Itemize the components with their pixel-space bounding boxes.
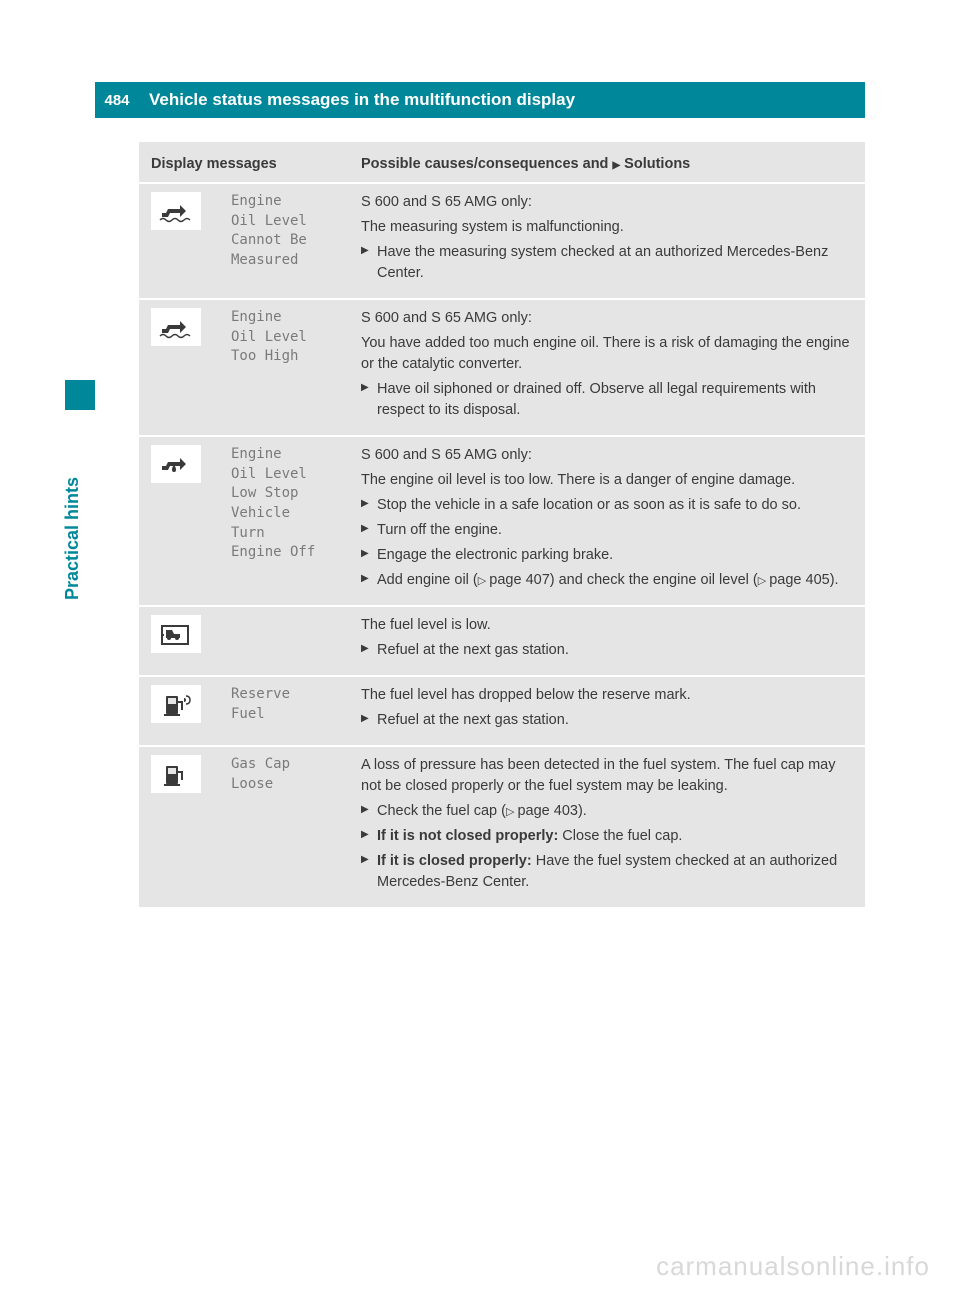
solution-paragraph: S 600 and S 65 AMG only: bbox=[361, 308, 853, 329]
fuel-car-icon bbox=[151, 615, 201, 653]
solution-cell: S 600 and S 65 AMG only: The measuring sy… bbox=[361, 192, 853, 288]
display-message-text: EngineOil LevelToo High bbox=[231, 308, 351, 367]
solution-list: Refuel at the next gas station. bbox=[361, 640, 853, 661]
messages-table: Display messages Possible causes/consequ… bbox=[139, 142, 865, 907]
solution-item: Have oil siphoned or drained off. Observ… bbox=[361, 379, 853, 421]
solution-paragraph: The measuring system is malfunctioning. bbox=[361, 217, 853, 238]
solution-cell: The fuel level is low. Refuel at the next… bbox=[361, 615, 853, 665]
solution-list: Stop the vehicle in a safe location or a… bbox=[361, 495, 853, 591]
icon-cell bbox=[151, 755, 231, 897]
message-cell: EngineOil LevelCannot BeMeasured bbox=[231, 192, 361, 288]
message-cell: Gas CapLoose bbox=[231, 755, 361, 897]
solution-paragraph: S 600 and S 65 AMG only: bbox=[361, 192, 853, 213]
solution-paragraph: You have added too much engine oil. Ther… bbox=[361, 333, 853, 375]
oil-wavy-icon bbox=[151, 192, 201, 230]
fuel-pump-icon bbox=[151, 755, 201, 793]
header-solutions: Possible causes/consequences and ▶ Solut… bbox=[361, 156, 853, 172]
table-row: EngineOil LevelToo HighS 600 and S 65 AM… bbox=[139, 298, 865, 435]
solution-item: Turn off the engine. bbox=[361, 520, 853, 541]
header-display-messages: Display messages bbox=[151, 156, 361, 172]
solution-item: If it is closed properly: Have the fuel … bbox=[361, 851, 853, 893]
solution-cell: S 600 and S 65 AMG only: You have added t… bbox=[361, 308, 853, 425]
solution-item: Refuel at the next gas station. bbox=[361, 640, 853, 661]
icon-cell bbox=[151, 685, 231, 735]
table-row: ReserveFuel The fuel level has dropped be… bbox=[139, 675, 865, 745]
display-message-text: EngineOil LevelCannot BeMeasured bbox=[231, 192, 351, 270]
message-cell: EngineOil LevelLow StopVehicleTurnEngine… bbox=[231, 445, 361, 595]
side-tab bbox=[65, 380, 95, 410]
page-number: 484 bbox=[95, 82, 139, 118]
icon-cell bbox=[151, 445, 231, 595]
icon-cell bbox=[151, 308, 231, 425]
solution-item: Refuel at the next gas station. bbox=[361, 710, 853, 731]
message-cell bbox=[231, 615, 361, 665]
table-row: EngineOil LevelCannot BeMeasuredS 600 an… bbox=[139, 182, 865, 298]
solution-item: Add engine oil (page 407) and check the … bbox=[361, 570, 853, 591]
solution-paragraph: The fuel level is low. bbox=[361, 615, 853, 636]
oil-drop-icon bbox=[151, 445, 201, 483]
display-message-text: Gas CapLoose bbox=[231, 755, 351, 794]
solution-cell: A loss of pressure has been detected in … bbox=[361, 755, 853, 897]
side-section-label: Practical hints bbox=[62, 477, 83, 600]
page-header: 484 Vehicle status messages in the multi… bbox=[95, 82, 865, 118]
icon-cell bbox=[151, 615, 231, 665]
solution-paragraph: The engine oil level is too low. There i… bbox=[361, 470, 853, 491]
solution-item: Check the fuel cap (page 403). bbox=[361, 801, 853, 822]
solution-paragraph: The fuel level has dropped below the res… bbox=[361, 685, 853, 706]
solution-list: Refuel at the next gas station. bbox=[361, 710, 853, 731]
solution-list: Have oil siphoned or drained off. Observ… bbox=[361, 379, 853, 421]
message-cell: ReserveFuel bbox=[231, 685, 361, 735]
solution-paragraph: A loss of pressure has been detected in … bbox=[361, 755, 853, 797]
watermark: carmanualsonline.info bbox=[656, 1251, 930, 1282]
table-row: The fuel level is low. Refuel at the next… bbox=[139, 605, 865, 675]
header-title: Vehicle status messages in the multifunc… bbox=[139, 90, 575, 110]
solution-item: Stop the vehicle in a safe location or a… bbox=[361, 495, 853, 516]
solution-item: Engage the electronic parking brake. bbox=[361, 545, 853, 566]
fuel-pump-alert-icon bbox=[151, 685, 201, 723]
oil-wavy-icon bbox=[151, 308, 201, 346]
solution-item: If it is not closed properly: Close the … bbox=[361, 826, 853, 847]
icon-cell bbox=[151, 192, 231, 288]
solution-cell: The fuel level has dropped below the res… bbox=[361, 685, 853, 735]
message-cell: EngineOil LevelToo High bbox=[231, 308, 361, 425]
solution-list: Check the fuel cap (page 403). If it is n… bbox=[361, 801, 853, 893]
solution-list: Have the measuring system checked at an … bbox=[361, 242, 853, 284]
display-message-text: EngineOil LevelLow StopVehicleTurnEngine… bbox=[231, 445, 351, 563]
solution-item: Have the measuring system checked at an … bbox=[361, 242, 853, 284]
solution-paragraph: S 600 and S 65 AMG only: bbox=[361, 445, 853, 466]
table-row: Gas CapLoose A loss of pressure has been … bbox=[139, 745, 865, 907]
table-row: EngineOil LevelLow StopVehicleTurnEngine… bbox=[139, 435, 865, 605]
solution-cell: S 600 and S 65 AMG only: The engine oil l… bbox=[361, 445, 853, 595]
table-header-row: Display messages Possible causes/consequ… bbox=[139, 142, 865, 182]
display-message-text: ReserveFuel bbox=[231, 685, 351, 724]
